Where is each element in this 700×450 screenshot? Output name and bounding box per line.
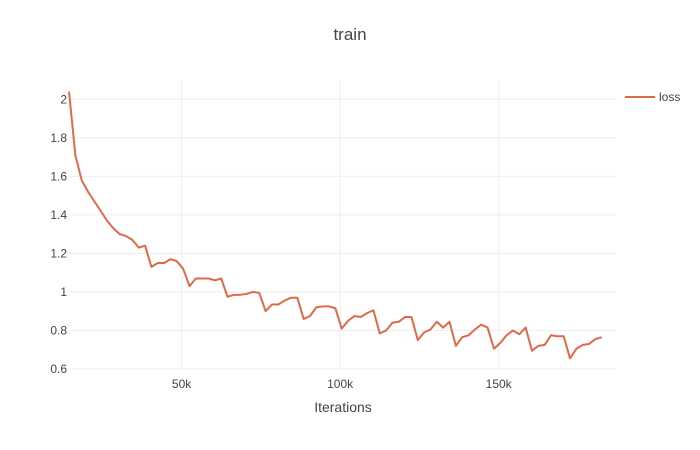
legend[interactable]: loss bbox=[625, 90, 680, 104]
x-axis-title: Iterations bbox=[314, 399, 372, 415]
y-tick-label: 1 bbox=[60, 285, 67, 299]
series-layer bbox=[68, 91, 603, 360]
series-line-loss bbox=[68, 91, 603, 360]
x-tick-label: 150k bbox=[486, 377, 513, 391]
y-tick-label: 1.4 bbox=[50, 208, 67, 222]
y-tick-labels: 0.6 0.8 1 1.2 1.4 1.6 1.8 2 bbox=[50, 92, 67, 376]
x-tick-labels: 50k 100k 150k bbox=[172, 377, 513, 391]
legend-label: loss bbox=[659, 90, 680, 104]
x-tick-label: 50k bbox=[172, 377, 192, 391]
y-tick-label: 2 bbox=[60, 92, 67, 106]
y-tick-label: 1.6 bbox=[50, 169, 67, 183]
x-tick-label: 100k bbox=[327, 377, 354, 391]
y-gridlines bbox=[69, 98, 616, 370]
y-tick-label: 0.6 bbox=[50, 362, 67, 376]
plot-background bbox=[69, 80, 616, 369]
y-tick-label: 1.8 bbox=[50, 131, 67, 145]
y-tick-label: 0.8 bbox=[50, 323, 67, 337]
y-tick-label: 1.2 bbox=[50, 246, 67, 260]
chart-title: train bbox=[333, 25, 366, 44]
